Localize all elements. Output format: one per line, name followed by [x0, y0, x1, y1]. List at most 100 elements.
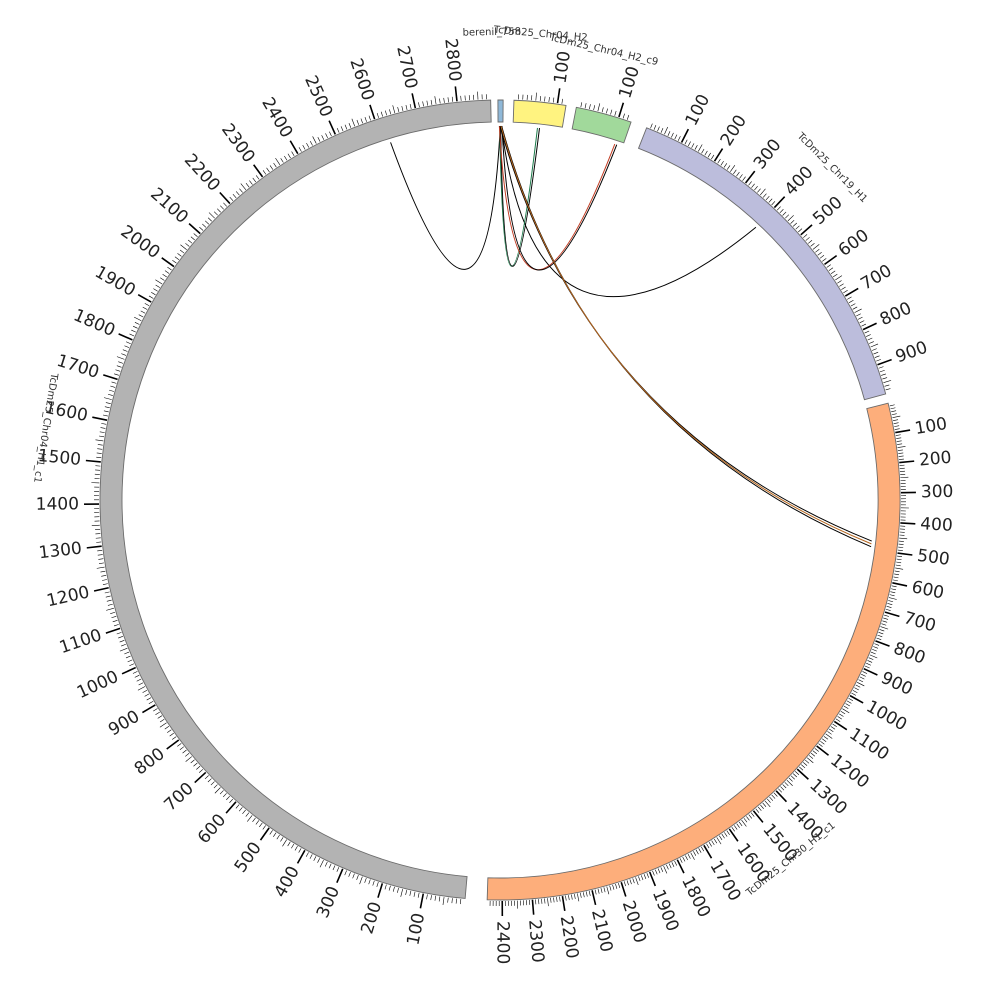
major-tick: [219, 191, 231, 205]
minor-tick: [687, 854, 691, 859]
minor-tick: [888, 597, 897, 600]
minor-tick: [886, 606, 892, 608]
major-tick: [863, 667, 878, 676]
minor-tick: [892, 415, 901, 419]
minor-tick: [392, 105, 396, 114]
minor-tick: [114, 373, 119, 376]
minor-tick: [96, 452, 102, 454]
minor-tick: [866, 662, 871, 666]
minor-tick: [677, 136, 681, 141]
minor-tick: [101, 423, 107, 425]
minor-tick: [883, 380, 892, 383]
minor-tick: [773, 792, 778, 797]
minor-tick: [871, 348, 877, 351]
minor-tick: [167, 729, 172, 733]
tick-label: 900: [893, 338, 930, 368]
minor-tick: [348, 123, 352, 128]
minor-tick: [840, 711, 846, 715]
minor-tick: [204, 220, 210, 225]
minor-tick: [898, 452, 904, 454]
minor-tick: [146, 697, 152, 701]
minor-tick: [434, 895, 437, 901]
minor-tick: [561, 98, 563, 104]
tick-label: 100: [682, 91, 715, 129]
tick-label: 2200: [180, 150, 224, 195]
major-tick: [899, 460, 915, 464]
minor-tick: [635, 877, 639, 886]
major-tick: [752, 810, 764, 823]
minor-tick: [698, 848, 702, 853]
tick-label: 1700: [705, 857, 744, 904]
minor-tick: [392, 886, 395, 892]
minor-tick: [894, 570, 900, 573]
minor-tick: [650, 123, 653, 129]
minor-tick: [888, 600, 894, 603]
tick-label: 400: [271, 863, 304, 901]
minor-tick: [884, 384, 890, 387]
minor-tick: [451, 898, 453, 904]
minor-tick: [688, 141, 691, 147]
minor-tick: [882, 620, 888, 623]
major-tick: [703, 844, 713, 859]
minor-tick: [870, 651, 876, 655]
major-tick: [296, 849, 306, 864]
minor-tick: [193, 233, 198, 238]
minor-tick: [239, 188, 243, 193]
tick-label: 2100: [146, 184, 192, 228]
minor-tick: [597, 888, 600, 894]
minor-tick: [559, 896, 561, 902]
segment-berenil_758: [497, 99, 504, 123]
minor-tick: [430, 895, 432, 901]
chromosome-label-berenil_758: berenil_758: [462, 27, 521, 39]
major-tick: [591, 890, 597, 906]
minor-tick: [594, 889, 597, 895]
minor-tick: [249, 180, 253, 185]
tick-label: 2000: [117, 222, 164, 263]
minor-tick: [148, 295, 154, 299]
minor-tick: [897, 549, 903, 551]
minor-tick: [615, 883, 618, 889]
minor-tick: [291, 843, 295, 849]
major-tick: [93, 586, 109, 592]
minor-tick: [313, 856, 317, 861]
minor-tick: [199, 226, 204, 231]
tick-label: 2700: [392, 44, 421, 91]
minor-tick: [738, 821, 743, 827]
major-tick: [892, 582, 908, 587]
minor-tick: [726, 165, 731, 170]
minor-tick: [848, 299, 854, 303]
minor-tick: [298, 147, 302, 152]
minor-tick: [255, 175, 260, 180]
minor-tick: [898, 540, 904, 542]
minor-tick: [854, 687, 859, 691]
minor-tick: [626, 114, 630, 120]
minor-tick: [174, 256, 180, 260]
tick-label: 1200: [826, 750, 872, 792]
minor-tick: [164, 726, 170, 730]
minor-tick: [817, 252, 822, 256]
minor-tick: [822, 258, 827, 262]
minor-tick: [344, 870, 347, 876]
minor-tick: [808, 240, 813, 244]
minor-tick: [447, 897, 449, 903]
minor-tick: [815, 248, 820, 253]
minor-tick: [846, 700, 852, 704]
minor-tick: [155, 284, 161, 288]
minor-tick: [110, 385, 116, 388]
minor-tick: [746, 816, 750, 821]
minor-tick: [336, 867, 340, 872]
major-tick: [900, 522, 916, 525]
minor-tick: [177, 253, 182, 257]
minor-tick: [242, 809, 246, 815]
tick-label: 700: [160, 779, 197, 816]
minor-tick: [754, 186, 758, 191]
minor-tick: [897, 443, 903, 445]
minor-tick: [899, 537, 908, 540]
minor-tick: [823, 736, 829, 740]
minor-tick: [119, 647, 128, 652]
minor-tick: [767, 798, 771, 803]
major-tick: [618, 102, 625, 118]
segment-chr19_H1: [637, 127, 887, 401]
minor-tick: [426, 894, 428, 900]
minor-tick: [125, 341, 131, 344]
